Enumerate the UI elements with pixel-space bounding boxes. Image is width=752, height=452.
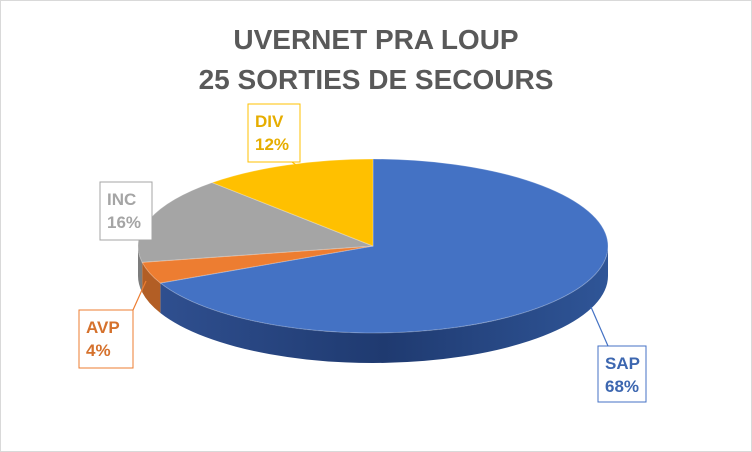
pie-side-sap [160,246,608,364]
pie-sides [138,246,608,364]
pie-slices [137,158,609,334]
pie-slice-sap [159,158,609,334]
data-label-box-sap [597,345,647,403]
data-label-box-div [247,103,301,163]
pie-slice-div [210,158,374,247]
data-label-value-div: 12% [255,135,289,154]
data-label-category-inc: INC [107,190,136,209]
data-label-avp: AVP 4% [78,309,134,369]
leader-line-avp [132,280,147,311]
data-label-value-sap: 68% [605,377,639,396]
data-label-sap: SAP 68% [597,345,647,403]
pie-slice-avp [141,245,374,284]
data-labels: SAP 68% AVP 4% INC 16% DIV 12% [78,103,647,403]
data-label-value-inc: 16% [107,213,141,232]
data-label-category-avp: AVP [86,318,120,337]
pie-side-avp [142,262,161,314]
leader-line-inc [151,207,173,219]
chart-title: UVERNET PRA LOUP 25 SORTIES DE SECOURS [0,20,752,100]
data-label-box-inc [99,181,153,241]
pie-side-inc [138,246,143,293]
chart-title-line-1: UVERNET PRA LOUP [233,24,519,55]
data-label-value-avp: 4% [86,341,111,360]
chart-title-line-2: 25 SORTIES DE SECOURS [198,64,554,95]
leader-line-sap [590,306,609,347]
data-label-div: DIV 12% [247,103,301,163]
data-label-box-avp [78,309,134,369]
leader-line-div [291,161,304,171]
data-label-category-div: DIV [255,112,284,131]
leader-lines [132,161,609,347]
data-label-inc: INC 16% [99,181,153,241]
data-label-category-sap: SAP [605,354,640,373]
